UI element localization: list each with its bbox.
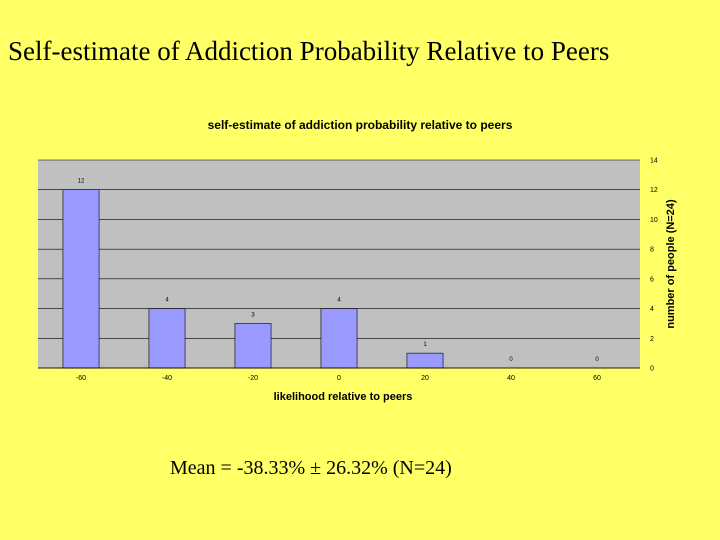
y-tick-label: 14 <box>650 158 658 165</box>
y-tick-label: 8 <box>650 247 654 254</box>
y-tick-label: 0 <box>650 366 654 373</box>
bar <box>320 308 358 369</box>
data-label: 0 <box>595 357 599 363</box>
x-tick-label: -60 <box>76 375 86 382</box>
bars <box>62 189 444 369</box>
bar <box>62 189 100 369</box>
data-label: 0 <box>509 357 513 363</box>
bar <box>406 352 444 369</box>
mean-summary: Mean = -38.33% ± 26.32% (N=24) <box>170 457 452 479</box>
x-tick-label: 40 <box>507 375 515 382</box>
chart-title: self-estimate of addiction probability r… <box>207 118 513 132</box>
y-tick-label: 6 <box>650 276 654 283</box>
y-tick-label: 10 <box>650 217 658 224</box>
x-tick-label: 60 <box>593 375 601 382</box>
chart-area: self-estimate of addiction probability r… <box>0 100 720 420</box>
data-label: 1 <box>423 342 427 348</box>
y-tick-label: 4 <box>650 306 654 313</box>
y-tick-label: 12 <box>650 187 658 194</box>
y-tick-labels: 0 2 4 6 8 10 12 14 <box>650 158 658 373</box>
x-axis-title: likelihood relative to peers <box>274 391 413 403</box>
data-label: 3 <box>251 312 255 318</box>
x-tick-labels: -60 -40 -20 0 20 40 60 <box>76 375 601 382</box>
slide-title: Self-estimate of Addiction Probability R… <box>8 36 610 66</box>
x-tick-label: 20 <box>421 375 429 382</box>
data-label: 4 <box>337 298 341 304</box>
y-axis-title: number of people (N=24) <box>665 199 677 329</box>
x-tick-label: -20 <box>248 375 258 382</box>
y-tick-label: 2 <box>650 336 654 343</box>
bar <box>148 308 186 369</box>
data-labels: 12 4 3 4 1 0 0 <box>78 179 600 363</box>
data-label: 12 <box>78 179 85 185</box>
bar <box>234 323 272 369</box>
data-label: 4 <box>165 298 169 304</box>
x-tick-label: 0 <box>337 375 341 382</box>
x-tick-label: -40 <box>162 375 172 382</box>
